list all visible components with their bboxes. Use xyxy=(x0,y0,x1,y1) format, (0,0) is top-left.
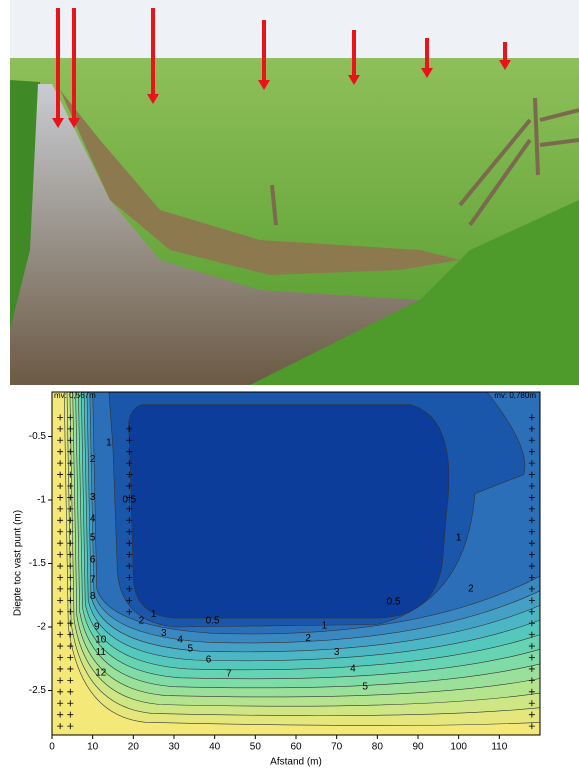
y-tick-label: -2 xyxy=(37,622,46,633)
contour-label: 6 xyxy=(206,655,212,666)
contour-label: 11 xyxy=(96,647,107,658)
annotation: mv: 0,567m xyxy=(54,391,96,400)
contour-label: 3 xyxy=(334,647,340,658)
y-tick-label: -0.5 xyxy=(29,431,47,442)
contour-label: 3 xyxy=(90,492,96,503)
contour-label: 10 xyxy=(95,634,107,645)
photo xyxy=(10,0,579,385)
contour-band xyxy=(128,405,448,618)
contour-label: 1 xyxy=(151,609,157,620)
contour-label: 4 xyxy=(350,664,356,675)
contour-label: 4 xyxy=(90,514,96,525)
x-axis-label: Afstand (m) xyxy=(270,757,322,768)
contour-label: 6 xyxy=(90,554,96,565)
contour-label: 1 xyxy=(106,437,112,448)
contour-label: 5 xyxy=(187,643,193,654)
x-tick-label: 90 xyxy=(412,742,424,753)
y-tick-label: -1 xyxy=(37,495,46,506)
contour-label: 4 xyxy=(177,634,183,645)
contour-label: 8 xyxy=(90,591,96,602)
contour-label: 3 xyxy=(161,628,167,639)
x-tick-label: 70 xyxy=(331,742,343,753)
x-tick-label: 50 xyxy=(250,742,262,753)
contour-label: 12 xyxy=(95,667,107,678)
contour-label: 2 xyxy=(90,454,96,465)
contour-plot: 120.5345678910111212345670.5123450.51201… xyxy=(29,392,540,753)
x-tick-label: 10 xyxy=(87,742,99,753)
y-tick-label: -1.5 xyxy=(29,558,47,569)
figure: 120.5345678910111212345670.5123450.51201… xyxy=(0,0,579,769)
contour-label: 9 xyxy=(94,622,100,633)
x-tick-label: 20 xyxy=(128,742,140,753)
contour-label: 1 xyxy=(456,533,462,544)
contour-label: 2 xyxy=(305,633,311,644)
y-axis-label: Diepte toc vast punt (m) xyxy=(13,510,24,616)
contour-label: 5 xyxy=(362,681,368,692)
x-tick-label: 100 xyxy=(450,742,467,753)
y-tick-label: -2.5 xyxy=(29,685,47,696)
x-tick-label: 80 xyxy=(372,742,384,753)
contour-label: 1 xyxy=(322,620,328,631)
contour-label: 7 xyxy=(226,669,232,680)
contour-label: 0.5 xyxy=(387,596,401,607)
contour-label: 7 xyxy=(90,575,96,586)
contour-label: 2 xyxy=(139,615,145,626)
contour-label: 5 xyxy=(90,533,96,544)
x-tick-label: 40 xyxy=(209,742,221,753)
x-tick-label: 60 xyxy=(290,742,302,753)
page: 120.5345678910111212345670.5123450.51201… xyxy=(0,0,579,769)
contour-label: 2 xyxy=(468,584,474,595)
x-tick-label: 0 xyxy=(49,742,55,753)
x-tick-label: 110 xyxy=(491,742,507,753)
contour-label: 0.5 xyxy=(206,615,220,626)
annotation: mv: 0,780m xyxy=(494,391,536,400)
x-tick-label: 30 xyxy=(168,742,180,753)
